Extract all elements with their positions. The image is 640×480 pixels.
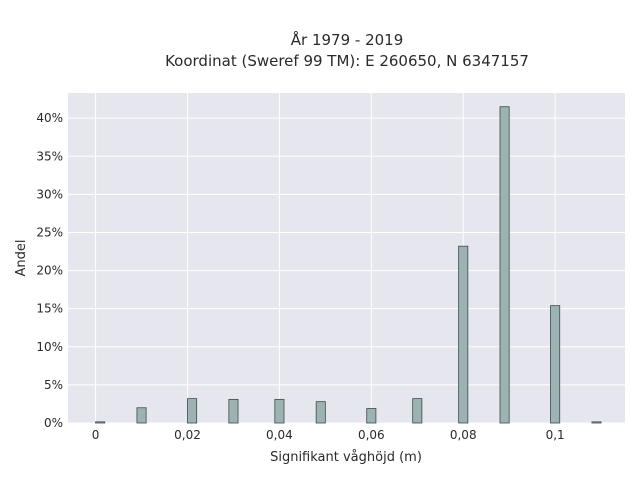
- x-tick-label: 0,06: [358, 428, 385, 442]
- y-tick-label: 0%: [44, 416, 63, 430]
- histogram-bar: [366, 408, 377, 424]
- plot-area: [68, 93, 625, 423]
- y-tick-label: 40%: [36, 111, 63, 125]
- y-tick-label: 5%: [44, 378, 63, 392]
- x-tick-label: 0,02: [174, 428, 201, 442]
- y-tick-label: 20%: [36, 264, 63, 278]
- histogram-bar: [136, 407, 147, 424]
- y-axis-ticks: 0% 5% 10% 15% 20% 25% 30% 35% 40%: [36, 111, 63, 430]
- histogram-bar: [228, 398, 239, 424]
- histogram-bar: [458, 245, 469, 424]
- histogram-bar: [499, 106, 510, 424]
- y-tick-label: 35%: [36, 149, 63, 163]
- y-tick-label: 30%: [36, 187, 63, 201]
- bars: [95, 106, 602, 424]
- histogram-bar: [591, 421, 602, 424]
- histogram-bar: [95, 421, 106, 424]
- x-tick-label: 0,04: [266, 428, 293, 442]
- x-tick-label: 0: [92, 428, 100, 442]
- chart-title-line2: Koordinat (Sweref 99 TM): E 260650, N 63…: [165, 52, 529, 70]
- histogram-bar: [274, 398, 285, 424]
- y-tick-label: 10%: [36, 340, 63, 354]
- x-tick-label: 0,08: [450, 428, 477, 442]
- histogram-bar: [412, 398, 423, 424]
- y-tick-label: 25%: [36, 225, 63, 239]
- histogram-bar: [315, 401, 326, 424]
- y-axis-title: Andel: [14, 240, 29, 277]
- x-axis-title: Signifikant våghöjd (m): [270, 450, 422, 465]
- x-tick-label: 0,1: [546, 428, 565, 442]
- chart-title-line1: År 1979 - 2019: [291, 30, 404, 49]
- x-axis-ticks: 0 0,02 0,04 0,06 0,08 0,1: [92, 428, 565, 442]
- y-tick-label: 15%: [36, 302, 63, 316]
- histogram-bar: [550, 305, 561, 424]
- histogram-bar: [187, 398, 198, 424]
